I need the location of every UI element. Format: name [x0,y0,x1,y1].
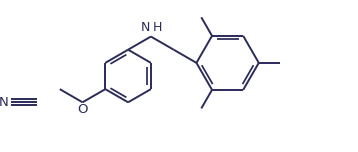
Text: H: H [153,21,162,34]
Text: N: N [0,96,9,109]
Text: O: O [77,103,88,116]
Text: N: N [141,21,150,34]
